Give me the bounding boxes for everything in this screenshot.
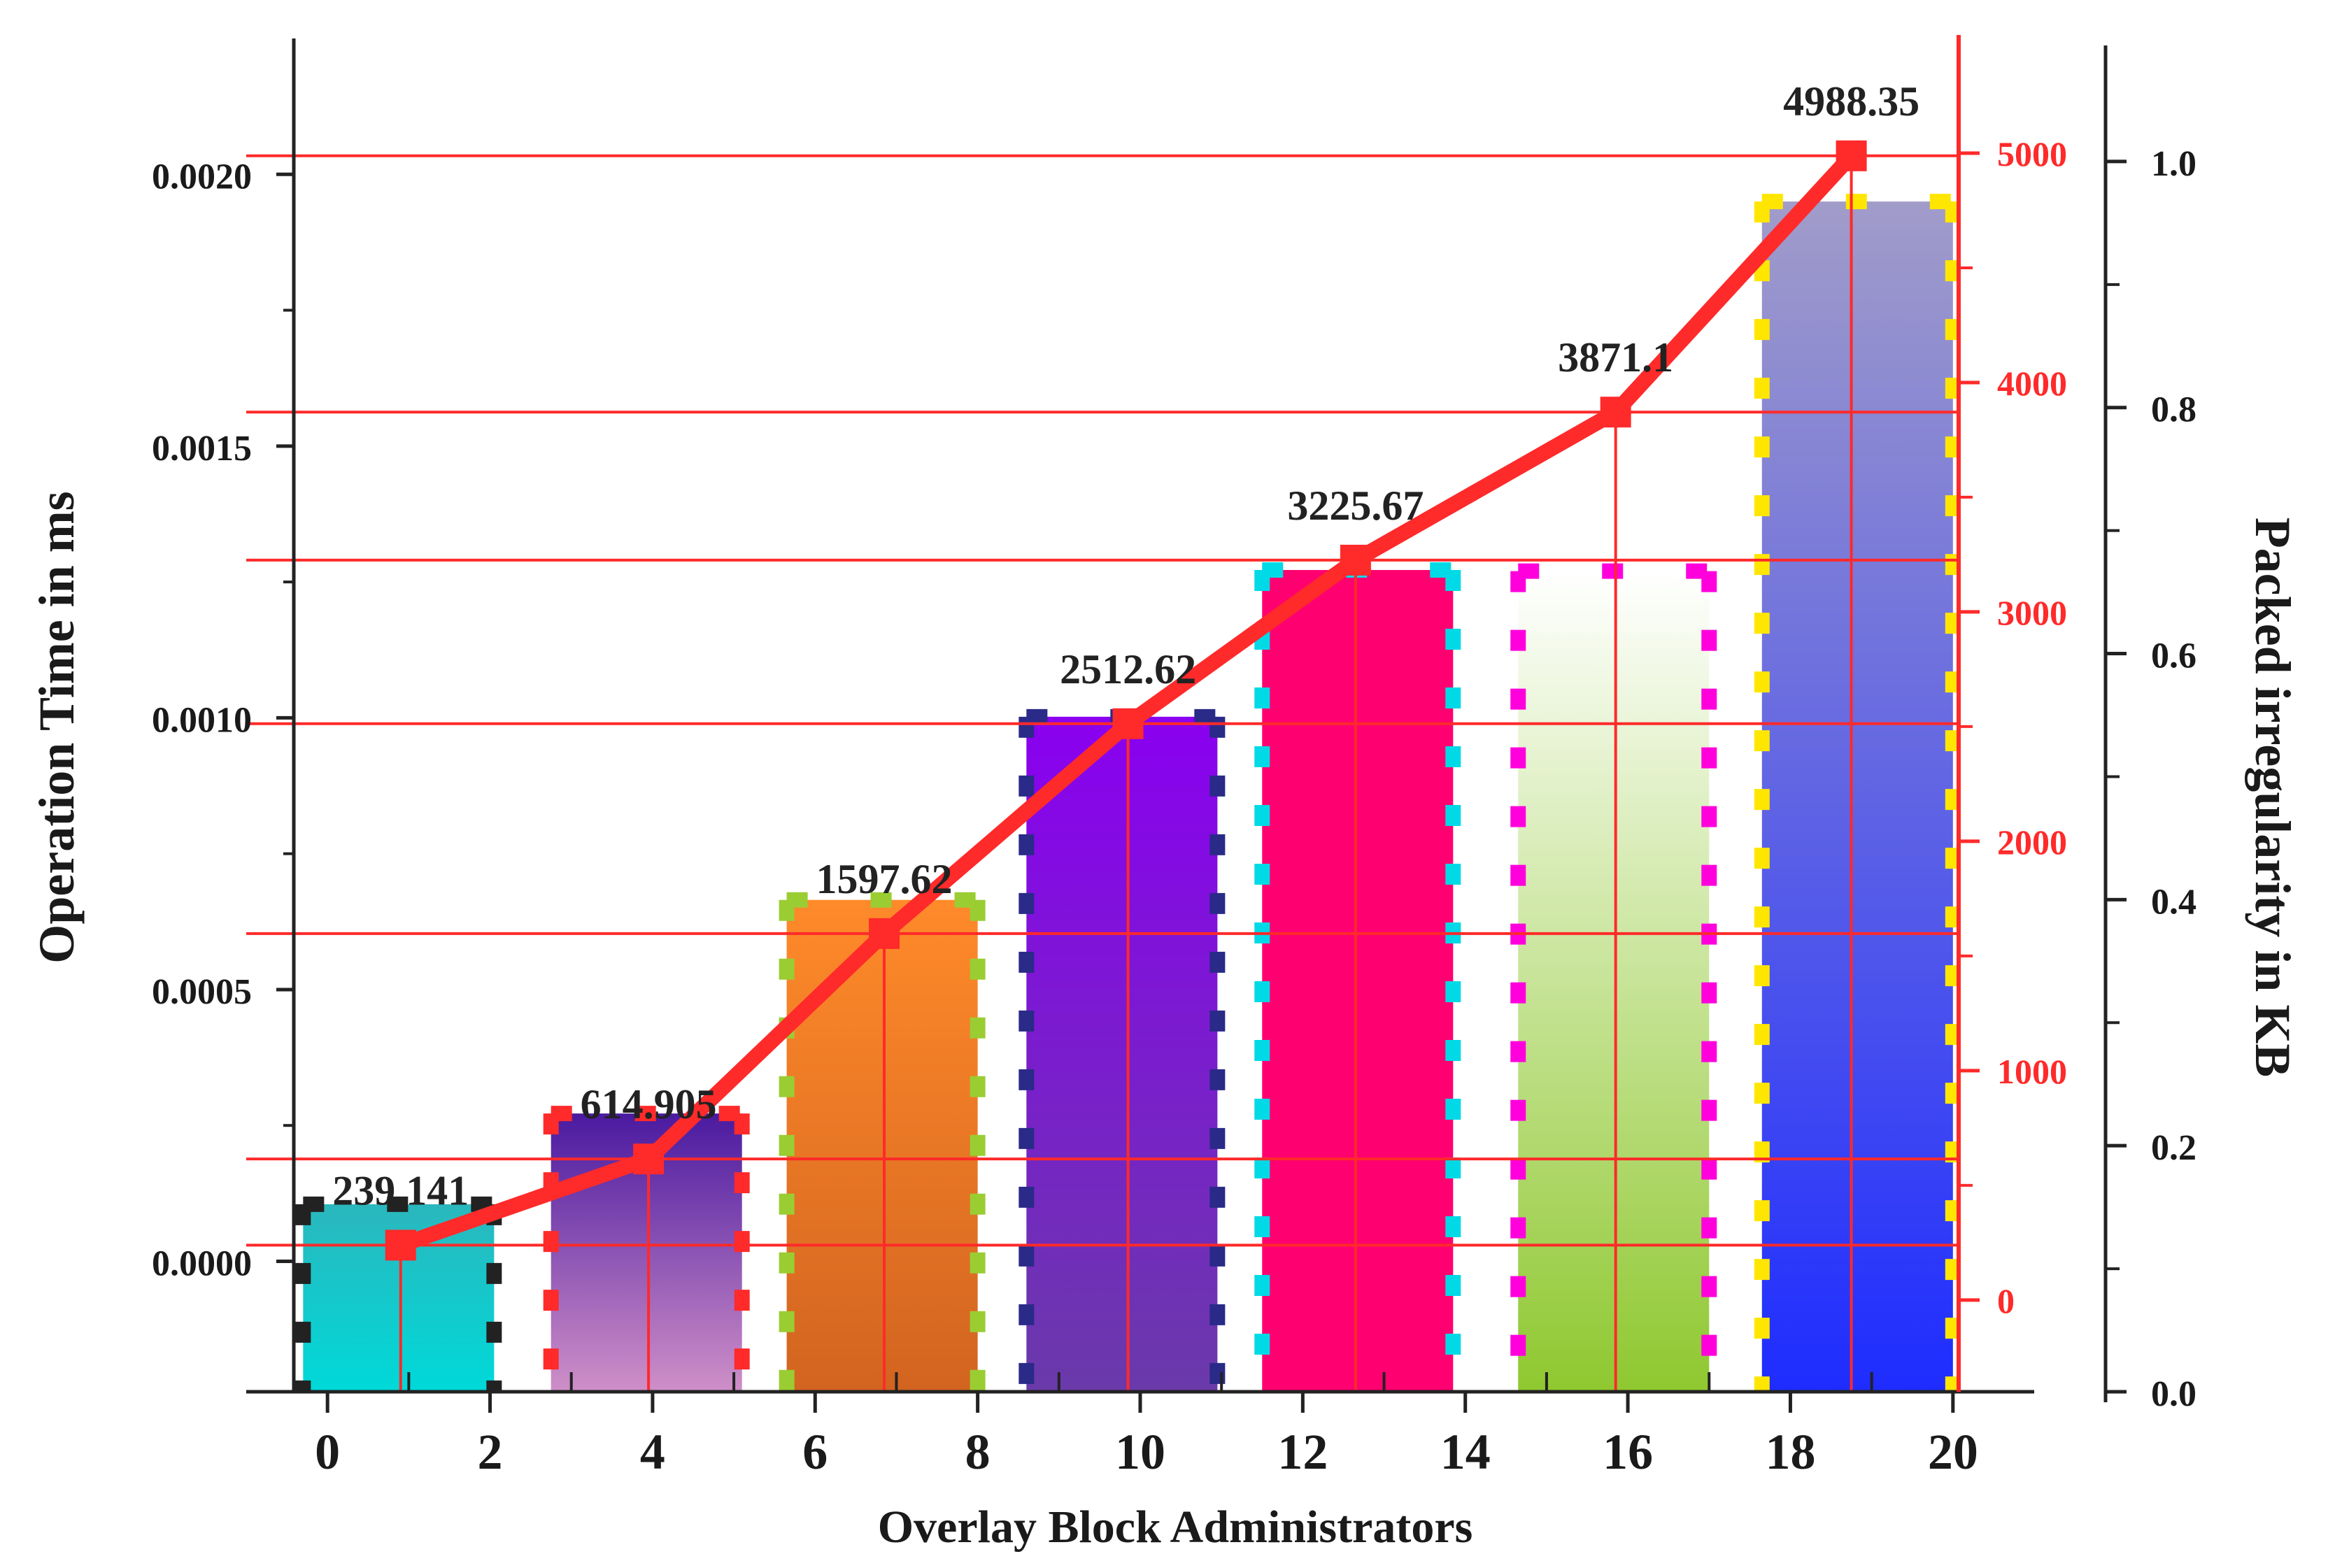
right-tick-label: 0.2 — [2151, 1128, 2196, 1168]
data-label: 1597.62 — [816, 856, 953, 902]
line-series — [385, 140, 1867, 1261]
x-tick-label: 20 — [1928, 1424, 1978, 1480]
x-tick-label: 8 — [965, 1424, 991, 1480]
x-tick-label: 18 — [1765, 1424, 1815, 1480]
right-tick-label: 0.8 — [2151, 390, 2196, 430]
right-tick-label: 0.0 — [2151, 1374, 2196, 1414]
x-tick-label: 2 — [478, 1424, 503, 1480]
red-tick-label: 2000 — [1997, 822, 2067, 862]
red-tick-label: 3000 — [1997, 593, 2067, 632]
data-label: 3871.1 — [1558, 334, 1673, 380]
series-marker — [385, 1230, 416, 1261]
x-tick-label: 12 — [1277, 1424, 1328, 1480]
x-axis-title: Overlay Block Administrators — [878, 1502, 1473, 1553]
series-marker — [1112, 708, 1144, 739]
series-marker — [633, 1143, 665, 1175]
red-tick-label: 1000 — [1997, 1052, 2067, 1091]
series-marker — [869, 918, 900, 949]
data-label: 239.141 — [332, 1167, 469, 1213]
axes: 0 2 4 6 8 10 12 14 16 18 200.00000.00050.00100.001… — [152, 35, 2196, 1480]
red-tick-label: 4000 — [1997, 364, 2067, 403]
bar — [1518, 571, 1710, 1392]
red-tick-label: 5000 — [1997, 134, 2067, 173]
left-axis-title: Operation Time in ms — [29, 491, 85, 963]
left-tick-label: 0.0015 — [152, 429, 252, 469]
right-axis-title: Packed irregularity in KB — [2245, 518, 2301, 1078]
series-marker — [1836, 140, 1867, 171]
bar — [786, 899, 978, 1392]
bar — [1026, 716, 1218, 1392]
left-tick-label: 0.0000 — [152, 1243, 252, 1283]
left-tick-label: 0.0005 — [152, 972, 252, 1012]
bar — [1262, 570, 1454, 1392]
bar — [1761, 201, 1953, 1392]
guide-lines — [246, 154, 1959, 1392]
x-tick-label: 6 — [802, 1424, 828, 1480]
data-label: 2512.62 — [1060, 646, 1196, 692]
x-tick-label: 10 — [1115, 1424, 1165, 1480]
data-label: 3225.67 — [1287, 483, 1424, 529]
x-tick-label: 16 — [1603, 1424, 1653, 1480]
data-labels: 239.141 614.905 1597.62 2512.62 3225.67 3871.… — [332, 78, 1919, 1214]
left-tick-label: 0.0020 — [152, 157, 252, 197]
series-marker — [1340, 544, 1371, 576]
data-label: 614.905 — [581, 1081, 717, 1127]
x-tick-label: 14 — [1440, 1424, 1491, 1480]
data-label: 4988.35 — [1783, 78, 1919, 124]
x-tick-label: 0 — [315, 1424, 340, 1480]
left-tick-label: 0.0010 — [152, 700, 252, 740]
red-tick-label: 0 — [1997, 1281, 2015, 1320]
right-tick-label: 0.4 — [2151, 882, 2196, 922]
series-marker — [1600, 397, 1631, 428]
right-tick-label: 0.6 — [2151, 636, 2196, 676]
x-tick-label: 4 — [640, 1424, 665, 1480]
right-tick-label: 1.0 — [2151, 144, 2196, 184]
